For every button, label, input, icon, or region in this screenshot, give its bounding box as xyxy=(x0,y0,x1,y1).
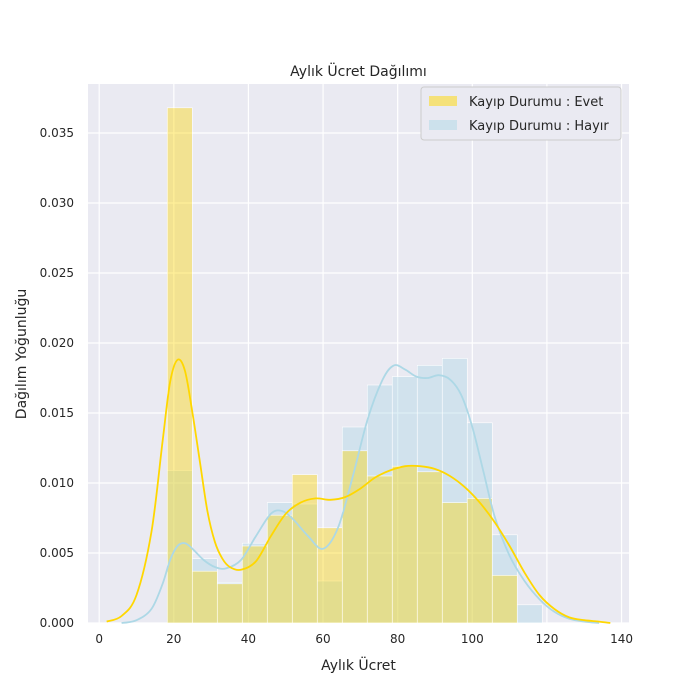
y-tick-label-5: 0.025 xyxy=(40,266,74,280)
legend-label-hayir: Kayıp Durumu : Hayır xyxy=(469,119,609,134)
chart-title: Aylık Ücret Dağılımı xyxy=(290,62,427,80)
bar-series-1-bin-2 xyxy=(216,582,243,624)
legend-swatch-hayir xyxy=(429,120,457,130)
x-tick-label-1: 20 xyxy=(166,632,181,646)
x-tick-labels: 0 20 40 60 80 100 120 140 xyxy=(95,632,633,646)
bar-series-1-bin-14 xyxy=(516,604,543,624)
y-tick-label-4: 0.020 xyxy=(40,336,74,350)
bar-series-0-bin-13 xyxy=(491,575,518,624)
y-tick-label-3: 0.015 xyxy=(40,406,74,420)
bar-series-0-bin-2 xyxy=(216,583,243,624)
x-tick-label-7: 140 xyxy=(610,632,633,646)
kde-line-series-1 xyxy=(121,364,600,624)
y-tick-label-1: 0.005 xyxy=(40,546,74,560)
y-axis-label: Dağılım Yoğunluğu xyxy=(14,289,30,419)
bar-series-1-bin-10 xyxy=(416,365,443,624)
legend-box xyxy=(420,86,622,141)
legend-label-evet: Kayıp Durumu : Evet xyxy=(469,95,603,110)
x-tick-label-3: 60 xyxy=(315,632,330,646)
bars-series-0 xyxy=(166,107,518,624)
x-tick-label-4: 80 xyxy=(390,632,405,646)
bar-series-0-bin-4 xyxy=(266,514,293,624)
plot-area xyxy=(88,84,629,623)
bar-series-1-bin-13 xyxy=(491,534,518,624)
kde-line-series-0 xyxy=(106,358,611,624)
y-tick-label-7: 0.035 xyxy=(40,126,74,140)
bar-series-1-bin-11 xyxy=(441,358,468,624)
bar-series-0-bin-11 xyxy=(441,502,468,624)
x-tick-label-5: 100 xyxy=(461,632,484,646)
bar-series-0-bin-3 xyxy=(241,545,268,624)
bar-series-1-bin-3 xyxy=(241,542,268,624)
bar-series-0-bin-8 xyxy=(366,475,393,624)
bar-series-0-bin-7 xyxy=(341,450,368,624)
x-tick-label-0: 0 xyxy=(95,632,103,646)
bar-series-0-bin-9 xyxy=(391,465,418,624)
y-tick-label-0: 0.000 xyxy=(40,616,74,630)
bar-series-0-bin-12 xyxy=(466,498,493,624)
x-tick-label-2: 40 xyxy=(241,632,256,646)
bar-series-1-bin-7 xyxy=(341,426,368,624)
kde-curves xyxy=(106,358,611,624)
y-tick-label-6: 0.030 xyxy=(40,196,74,210)
bars-series-1 xyxy=(166,358,543,624)
y-tick-label-2: 0.010 xyxy=(40,476,74,490)
y-tick-labels: 0.000 0.005 0.010 0.015 0.020 0.025 0.030 0.035 xyxy=(40,126,74,630)
legend-swatch-evet xyxy=(429,96,457,106)
x-axis-label: Aylık Ücret xyxy=(321,656,396,674)
legend: Kayıp Durumu : Evet Kayıp Durumu : Hayır xyxy=(420,86,622,141)
x-tick-label-6: 120 xyxy=(535,632,558,646)
bar-series-0-bin-0 xyxy=(166,107,193,624)
bar-series-0-bin-1 xyxy=(191,570,218,624)
bar-series-0-bin-10 xyxy=(416,471,443,624)
histogram-bars xyxy=(166,107,543,624)
bar-series-0-bin-5 xyxy=(291,474,318,624)
